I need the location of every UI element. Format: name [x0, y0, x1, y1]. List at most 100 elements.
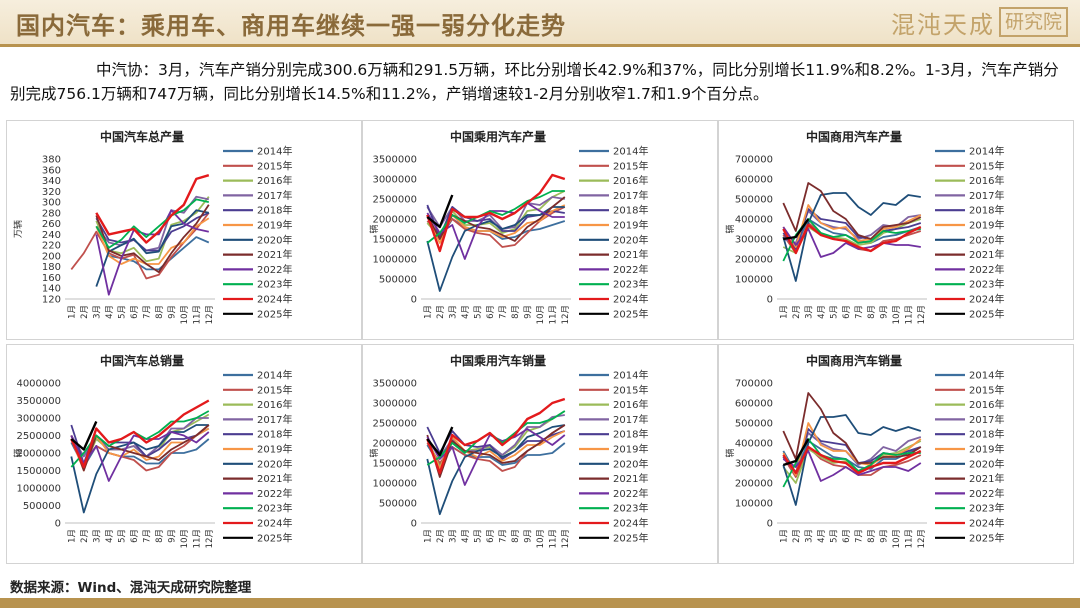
y-tick-label: 1500000 — [372, 235, 417, 246]
chart-panel-total-sales: 中国汽车总销量 0 500000 1000000 1500000 2000000 25000… — [6, 344, 362, 564]
y-tick-label: 0 — [411, 295, 417, 306]
x-tick-label: 10月 — [892, 529, 902, 548]
legend-label: 2022年 — [969, 263, 1004, 276]
chart-panel-total-production: 中国汽车总产量 120 140 160 180 200 220 240 260 280 300 320… — [6, 120, 362, 340]
y-tick-label: 2000000 — [372, 215, 417, 226]
legend-label: 2020年 — [257, 233, 292, 246]
y-tick-label: 1000000 — [372, 479, 417, 490]
y-axis-label: 辆 — [724, 224, 736, 233]
y-tick-label: 0 — [767, 295, 773, 306]
legend-label: 2018年 — [969, 204, 1004, 217]
x-tick-label: 8月 — [511, 305, 521, 319]
x-tick-label: 10月 — [180, 305, 190, 324]
y-tick-label: 2500000 — [372, 419, 417, 430]
x-tick-label: 5月 — [473, 305, 483, 319]
x-tick-label: 11月 — [192, 529, 202, 548]
series-line — [426, 424, 566, 478]
y-tick-label: 2500000 — [16, 431, 61, 442]
x-tick-label: 4月 — [817, 529, 827, 543]
x-tick-label: 4月 — [105, 305, 115, 319]
y-tick-label: 700000 — [735, 379, 773, 390]
logo-box-text: 研究院 — [998, 7, 1068, 37]
legend-label: 2018年 — [257, 428, 292, 441]
x-tick-label: 12月 — [561, 305, 571, 324]
x-tick-label: 2月 — [436, 529, 446, 543]
x-tick-label: 11月 — [904, 529, 914, 548]
y-tick-label: 100000 — [735, 275, 773, 286]
series-line — [95, 204, 210, 274]
series-line — [426, 194, 454, 229]
legend-label: 2017年 — [257, 413, 292, 426]
legend-label: 2021年 — [257, 472, 292, 485]
x-tick-label: 8月 — [155, 305, 165, 319]
x-tick-label: 1月 — [779, 305, 789, 319]
x-tick-label: 5月 — [473, 529, 483, 543]
legend-label: 2019年 — [969, 219, 1004, 232]
legend-label: 2018年 — [257, 204, 292, 217]
x-tick-label: 3月 — [804, 305, 814, 319]
x-tick-label: 10月 — [180, 529, 190, 548]
series-line — [70, 424, 209, 514]
series-line — [70, 424, 210, 472]
y-tick-label: 180 — [42, 262, 61, 273]
x-tick-label: 2月 — [792, 305, 802, 319]
y-axis-label: 辆 — [12, 448, 24, 457]
legend-label: 2025年 — [613, 531, 648, 544]
x-tick-label: 6月 — [842, 305, 852, 319]
x-tick-label: 4月 — [817, 305, 827, 319]
legend-label: 2016年 — [257, 174, 292, 187]
x-tick-label: 6月 — [486, 529, 496, 543]
legend-label: 2022年 — [613, 487, 648, 500]
legend-label: 2016年 — [613, 174, 648, 187]
series-line — [782, 438, 810, 467]
y-tick-label: 2000000 — [16, 449, 61, 460]
legend-label: 2017年 — [613, 413, 648, 426]
y-tick-label: 1500000 — [16, 466, 61, 477]
legend-label: 2017年 — [969, 189, 1004, 202]
series-line — [95, 174, 210, 244]
legend-label: 2024年 — [613, 517, 648, 530]
y-tick-label: 0 — [767, 519, 773, 530]
y-tick-label: 320 — [42, 187, 61, 198]
legend-label: 2023年 — [613, 278, 648, 291]
x-tick-label: 7月 — [498, 305, 508, 319]
legend-label: 2021年 — [969, 248, 1004, 261]
y-tick-label: 4000000 — [16, 379, 61, 390]
series-line — [95, 217, 210, 265]
legend-label: 2023年 — [257, 502, 292, 515]
y-axis-label: 辆 — [368, 448, 380, 457]
y-tick-label: 1000000 — [372, 255, 417, 266]
series-line — [426, 206, 565, 292]
legend-label: 2021年 — [613, 472, 648, 485]
x-tick-label: 11月 — [192, 305, 202, 324]
legend-label: 2020年 — [613, 457, 648, 470]
x-tick-label: 1月 — [779, 529, 789, 543]
chart-title: 中国汽车总销量 — [100, 353, 184, 368]
legend-label: 2019年 — [969, 443, 1004, 456]
y-tick-label: 260 — [42, 219, 61, 230]
series-line — [95, 209, 209, 287]
legend-label: 2024年 — [969, 293, 1004, 306]
legend-label: 2014年 — [969, 369, 1004, 382]
legend-label: 2015年 — [613, 383, 648, 396]
chart-commercial-sales: 中国商用汽车销量 0 100000 200000 300000 400000 500000 6… — [724, 353, 1004, 548]
legend-label: 2015年 — [257, 159, 292, 172]
series-line — [782, 208, 922, 250]
x-tick-label: 5月 — [117, 529, 127, 543]
chart-panel-passenger-sales: 中国乘用汽车销量 0 500000 1000000 1500000 2000000 2500… — [362, 344, 718, 564]
chart-panel-commercial-sales: 中国商用汽车销量 0 100000 200000 300000 400000 500000 6… — [718, 344, 1074, 564]
legend-label: 2019年 — [257, 443, 292, 456]
legend-label: 2017年 — [257, 189, 292, 202]
y-tick-label: 2500000 — [372, 195, 417, 206]
x-tick-label: 11月 — [548, 529, 558, 548]
legend-label: 2016年 — [257, 398, 292, 411]
legend-label: 2021年 — [257, 248, 292, 261]
x-tick-label: 8月 — [155, 529, 165, 543]
x-tick-label: 12月 — [205, 529, 215, 548]
legend-label: 2020年 — [969, 233, 1004, 246]
y-tick-label: 120 — [42, 295, 61, 306]
legend-label: 2014年 — [969, 145, 1004, 158]
legend-label: 2019年 — [257, 219, 292, 232]
legend-label: 2014年 — [257, 145, 292, 158]
y-tick-label: 240 — [42, 230, 61, 241]
